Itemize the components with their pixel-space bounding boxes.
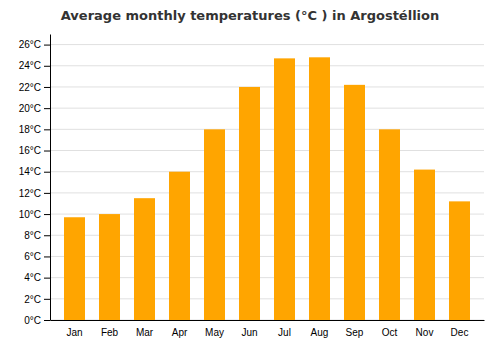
grid-line	[50, 65, 484, 66]
y-tick: 2°C	[24, 294, 50, 305]
bar	[64, 217, 85, 320]
x-tick: Oct	[382, 327, 398, 338]
y-tick-mark	[44, 299, 50, 300]
bar	[344, 85, 365, 320]
y-tick-label: 12°C	[19, 188, 41, 199]
y-tick-mark	[44, 256, 50, 257]
y-tick-label: 14°C	[19, 166, 41, 177]
x-tick-label: May	[205, 327, 224, 338]
x-tick: Aug	[311, 327, 329, 338]
x-tick: Mar	[136, 327, 154, 338]
bar	[134, 198, 155, 320]
x-tick: May	[205, 327, 224, 338]
grid-line	[50, 108, 484, 109]
x-tick: Dec	[451, 327, 469, 338]
y-tick: 20°C	[19, 103, 50, 114]
y-axis: 0°C 2°C 4°C 6°C 8°C 10°C 12°C 14°C 16°C 18°C 20°C 2…	[19, 35, 51, 326]
y-tick-mark	[44, 45, 50, 46]
bar	[169, 172, 190, 320]
y-tick-mark	[44, 235, 50, 236]
bar	[274, 58, 295, 320]
y-tick-mark	[44, 320, 50, 321]
y-tick-mark	[44, 278, 50, 279]
y-tick-mark	[44, 108, 50, 109]
y-tick-label: 18°C	[19, 124, 41, 135]
y-tick: 18°C	[19, 124, 50, 135]
x-tick: Jun	[241, 327, 257, 338]
plot: Jan Feb Mar Apr May Jun Jul Aug Sep Oct Nov Dec 0°C 2…	[19, 35, 485, 339]
y-tick: 26°C	[19, 39, 50, 50]
x-tick-label: Nov	[416, 327, 434, 338]
x-tick-label: Jan	[66, 327, 82, 338]
y-tick-mark	[44, 151, 50, 152]
x-tick-label: Jun	[241, 327, 257, 338]
y-axis-line	[50, 35, 51, 321]
x-tick: Sep	[346, 327, 364, 338]
x-tick-label: Sep	[346, 327, 364, 338]
bar	[379, 129, 400, 320]
grid-line	[50, 129, 484, 130]
y-tick-mark	[44, 193, 50, 194]
grid-line	[50, 150, 484, 151]
x-tick-label: Feb	[101, 327, 119, 338]
chart: Jan Feb Mar Apr May Jun Jul Aug Sep Oct Nov Dec 0°C 2…	[0, 0, 500, 350]
y-tick-label: 22°C	[19, 82, 41, 93]
y-tick: 14°C	[19, 166, 50, 177]
grid-line	[50, 86, 484, 87]
bar	[414, 170, 435, 320]
y-tick-label: 2°C	[24, 294, 41, 305]
grid-line	[50, 44, 484, 45]
y-tick: 16°C	[19, 145, 50, 156]
y-tick: 0°C	[24, 315, 50, 326]
x-tick-label: Jul	[278, 327, 291, 338]
y-tick-label: 26°C	[19, 39, 41, 50]
bar	[309, 57, 330, 320]
y-tick-mark	[44, 172, 50, 173]
y-tick-mark	[44, 129, 50, 130]
y-tick: 4°C	[24, 272, 50, 283]
y-tick-label: 10°C	[19, 209, 41, 220]
bar	[449, 201, 470, 320]
y-tick: 8°C	[24, 230, 50, 241]
x-tick: Apr	[172, 327, 188, 338]
x-axis-line	[51, 320, 485, 321]
y-tick-label: 20°C	[19, 103, 41, 114]
y-tick-label: 4°C	[24, 272, 41, 283]
y-tick-label: 6°C	[24, 251, 41, 262]
x-axis: Jan Feb Mar Apr May Jun Jul Aug Sep Oct Nov Dec	[51, 321, 485, 339]
x-tick-label: Oct	[382, 327, 398, 338]
x-tick: Jan	[66, 327, 82, 338]
y-tick-label: 24°C	[19, 60, 41, 71]
bars	[64, 57, 470, 320]
bar	[99, 214, 120, 320]
y-tick-mark	[44, 87, 50, 88]
y-tick-mark	[44, 214, 50, 215]
y-tick: 10°C	[19, 209, 50, 220]
x-tick-label: Mar	[136, 327, 154, 338]
x-tick-label: Dec	[451, 327, 469, 338]
y-tick-label: 0°C	[24, 315, 41, 326]
y-tick-mark	[44, 66, 50, 67]
x-tick: Feb	[101, 327, 119, 338]
x-tick: Nov	[416, 327, 434, 338]
y-tick-label: 8°C	[24, 230, 41, 241]
y-tick: 24°C	[19, 60, 50, 71]
y-tick: 22°C	[19, 82, 50, 93]
bar	[239, 87, 260, 320]
grid	[50, 45, 484, 320]
x-tick-label: Aug	[311, 327, 329, 338]
title: Average monthly temperatures (°C ) in Ar…	[61, 8, 439, 23]
y-tick: 6°C	[24, 251, 50, 262]
y-tick-label: 16°C	[19, 145, 41, 156]
x-tick: Jul	[278, 327, 291, 338]
x-tick-label: Apr	[172, 327, 188, 338]
bar	[204, 129, 225, 320]
y-tick: 12°C	[19, 188, 50, 199]
